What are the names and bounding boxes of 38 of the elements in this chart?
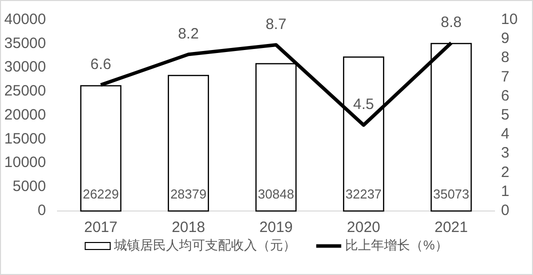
legend-label: 城镇居民人均可支配收入（元） xyxy=(113,237,296,252)
y-tick-label: 15000 xyxy=(4,130,46,148)
data-label: 8.7 xyxy=(266,16,286,33)
data-label: 28379 xyxy=(170,186,206,202)
y2-tick-label: 9 xyxy=(501,30,510,48)
legend-label: 比上年增长（%） xyxy=(345,237,448,252)
x-tick-label: 2018 xyxy=(172,218,206,236)
y-tick-label: 20000 xyxy=(4,106,46,124)
bar xyxy=(168,74,209,212)
y-tick-label: 25000 xyxy=(4,82,46,100)
x-tick-label: 2020 xyxy=(346,218,380,236)
y2-tick-label: 2 xyxy=(501,164,510,181)
data-label: 26229 xyxy=(82,186,119,202)
y2-tick-label: 4 xyxy=(501,126,510,143)
data-label: 32237 xyxy=(346,186,382,202)
x-tick-label: 2021 xyxy=(434,218,468,236)
y2-tick-label: 10 xyxy=(501,10,518,28)
x-tick-label: 2019 xyxy=(259,218,293,236)
data-label: 8.2 xyxy=(178,25,199,42)
y2-tick-label: 7 xyxy=(501,68,510,86)
data-label: 8.8 xyxy=(440,14,462,31)
x-tick-label: 2017 xyxy=(84,218,118,236)
data-label: 35073 xyxy=(433,186,470,202)
y-tick-label: 5000 xyxy=(12,178,46,196)
y2-tick-label: 6 xyxy=(501,87,510,104)
data-label: 30848 xyxy=(258,186,294,202)
y-tick-label: 40000 xyxy=(4,10,46,28)
data-label: 6.6 xyxy=(90,56,112,73)
y-tick-label: 30000 xyxy=(4,58,46,76)
y-tick-label: 0 xyxy=(38,202,46,219)
y2-tick-label: 5 xyxy=(501,106,510,124)
y2-tick-label: 3 xyxy=(501,144,510,162)
y2-tick-label: 8 xyxy=(501,49,510,66)
data-label: 4.5 xyxy=(353,96,374,114)
y2-tick-label: 1 xyxy=(501,182,510,200)
y-tick-label: 10000 xyxy=(4,154,46,172)
y2-tick-label: 0 xyxy=(501,202,510,219)
y-tick-label: 35000 xyxy=(4,34,46,52)
